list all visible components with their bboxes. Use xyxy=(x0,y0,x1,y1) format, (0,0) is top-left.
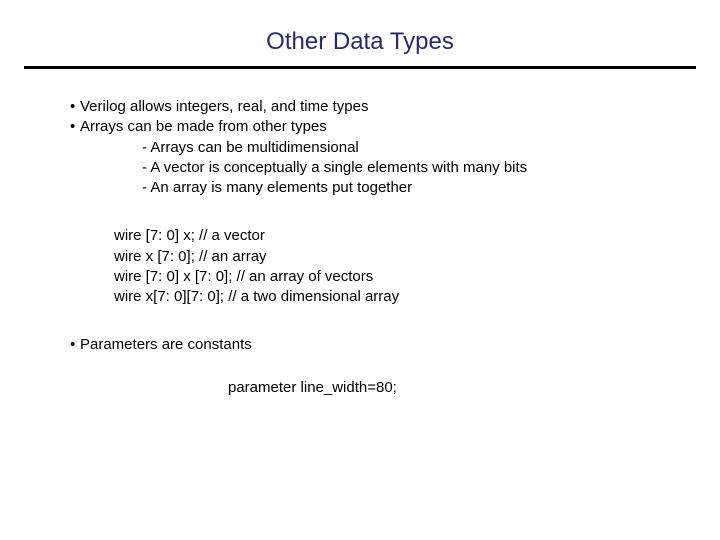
bullet-text: Verilog allows integers, real, and time … xyxy=(80,97,368,117)
code-line: wire x [7: 0]; // an array xyxy=(114,247,650,267)
code-line: wire [7: 0] x [7: 0]; // an array of vec… xyxy=(114,267,650,287)
sub-bullet: - Arrays can be multidimensional xyxy=(70,138,650,158)
bullet-dot: • xyxy=(70,335,80,355)
slide: Other Data Types • Verilog allows intege… xyxy=(0,0,720,540)
parameter-line: parameter line_width=80; xyxy=(70,356,650,398)
bullet-dot: • xyxy=(70,97,80,117)
section-2: • Parameters are constants xyxy=(70,307,650,355)
slide-title: Other Data Types xyxy=(0,0,720,66)
bullet-item: • Arrays can be made from other types xyxy=(70,117,650,137)
title-divider xyxy=(24,66,696,69)
sub-bullet: - An array is many elements put together xyxy=(70,178,650,198)
code-block: wire [7: 0] x; // a vector wire x [7: 0]… xyxy=(70,198,650,307)
bullet-text: Parameters are constants xyxy=(80,335,252,355)
code-line: wire [7: 0] x; // a vector xyxy=(114,226,650,246)
content-area: • Verilog allows integers, real, and tim… xyxy=(0,97,720,398)
sub-bullet: - A vector is conceptually a single elem… xyxy=(70,158,650,178)
bullet-text: Arrays can be made from other types xyxy=(80,117,327,137)
bullet-dot: • xyxy=(70,117,80,137)
bullet-item: • Parameters are constants xyxy=(70,335,650,355)
code-line: wire x[7: 0][7: 0]; // a two dimensional… xyxy=(114,287,650,307)
bullet-item: • Verilog allows integers, real, and tim… xyxy=(70,97,650,117)
